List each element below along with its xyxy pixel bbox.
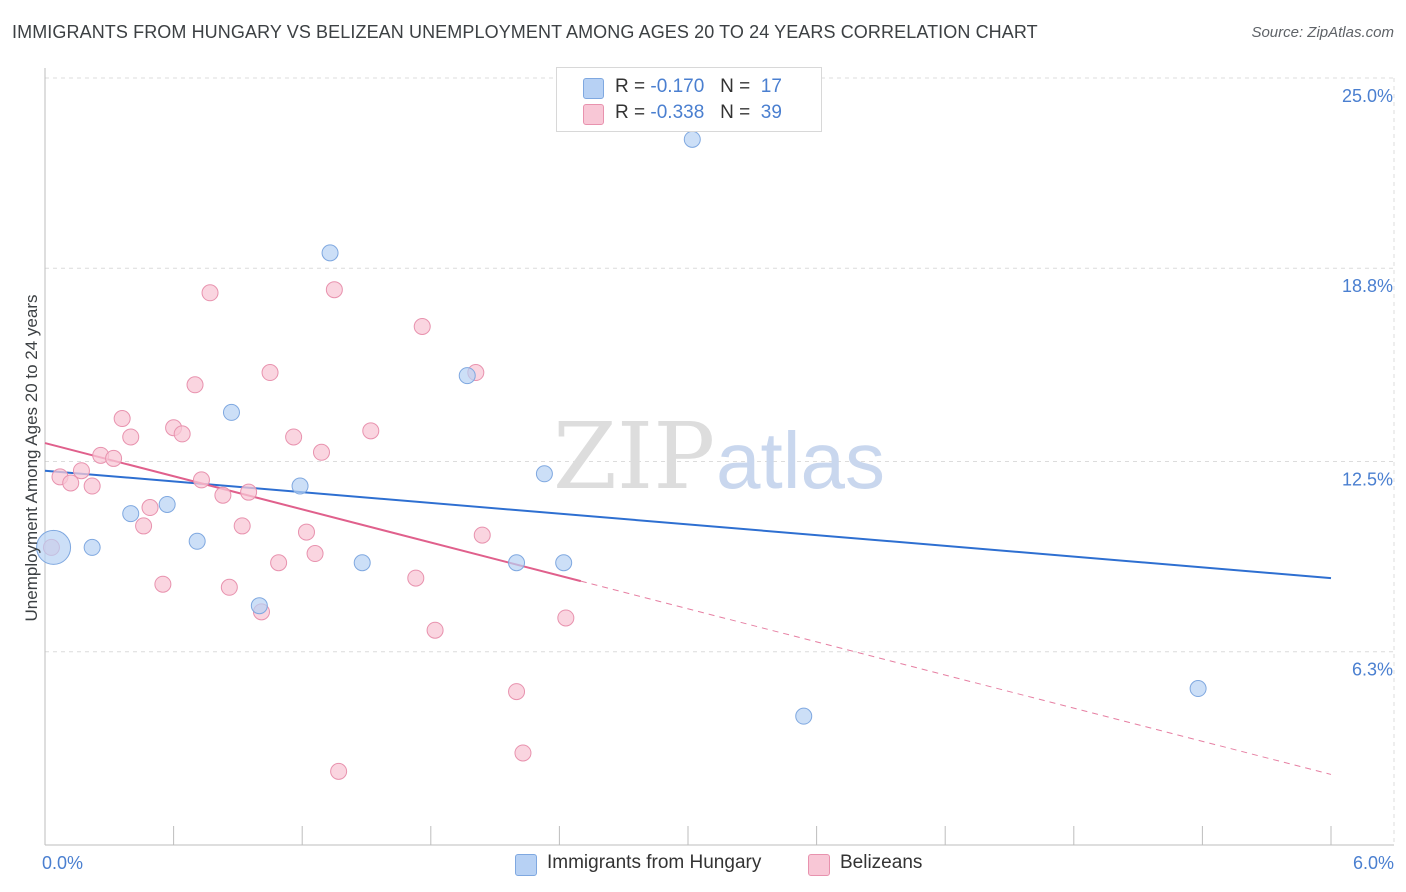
y-tick-label: 6.3% [1352, 660, 1393, 680]
y-tick-labels: 6.3% 12.5% 18.8% 25.0% [1342, 86, 1393, 680]
hungary-point [535, 465, 553, 483]
hungary-point [458, 367, 476, 385]
hungary-point [353, 554, 371, 572]
watermark-zip: ZIP [553, 403, 715, 510]
legend-n-value: 17 [760, 76, 782, 97]
belizeans-points [42, 281, 575, 780]
belizeans-point [330, 762, 348, 780]
belizeans-point [173, 425, 191, 443]
trend-line-hungary [44, 469, 1332, 580]
belizeans-point [557, 609, 575, 627]
belizeans-point [285, 428, 303, 446]
x-tick-label: 0.0% [42, 853, 83, 873]
belizeans-point [261, 364, 279, 382]
hungary-point [321, 244, 339, 262]
bottom-legend-swatch-hungary [515, 854, 537, 876]
legend-r-label: R = [615, 76, 646, 97]
legend-swatch-hungary [583, 78, 604, 99]
belizeans-point [135, 517, 153, 535]
y-tick-label: 18.8% [1342, 276, 1393, 296]
belizeans-point [113, 410, 131, 428]
belizeans-point [214, 486, 232, 504]
belizeans-point [362, 422, 380, 440]
belizeans-point [220, 578, 238, 596]
hungary-point [1189, 680, 1207, 698]
belizeans-point [407, 569, 425, 587]
belizeans-point [473, 526, 491, 544]
hungary-point [250, 597, 268, 615]
y-tick-label: 25.0% [1342, 86, 1393, 106]
source-label: Source: ZipAtlas.com [1251, 24, 1394, 41]
belizeans-point [306, 545, 324, 563]
belizeans-point [426, 621, 444, 639]
trend-lines [44, 442, 1332, 775]
legend-text-belizeans: R = -0.338 N = 39 [615, 102, 782, 124]
bottom-legend-label-belizeans: Belizeans [840, 852, 923, 873]
belizeans-point [141, 499, 159, 517]
x-tick-label: 6.0% [1353, 853, 1394, 873]
belizeans-point [514, 744, 532, 762]
legend-n-label: N = [720, 102, 751, 123]
belizeans-point [192, 471, 210, 489]
axes [44, 68, 1394, 846]
chart-title: IMMIGRANTS FROM HUNGARY VS BELIZEAN UNEM… [12, 22, 1038, 42]
watermark: ZIP atlas [553, 403, 885, 510]
belizeans-point [413, 318, 431, 336]
belizeans-point [508, 683, 526, 701]
belizeans-point [154, 575, 172, 593]
hungary-point [683, 130, 701, 148]
trend-line-belizeans [44, 442, 582, 583]
hungary-point [222, 403, 240, 421]
belizeans-point [312, 443, 330, 461]
belizeans-point [297, 523, 315, 541]
belizeans-point [240, 483, 258, 501]
belizeans-point [325, 281, 343, 299]
belizeans-point [62, 474, 80, 492]
belizeans-point [186, 376, 204, 394]
legend-n-value: 39 [760, 102, 782, 123]
bottom-legend-label-hungary: Immigrants from Hungary [547, 852, 762, 873]
hungary-point [36, 529, 72, 565]
belizeans-point [105, 449, 123, 467]
belizeans-point [233, 517, 251, 535]
belizeans-point [72, 462, 90, 480]
hungary-point [555, 554, 573, 572]
legend-swatch-belizeans [583, 104, 604, 125]
hungary-point [158, 495, 176, 513]
hungary-point [188, 532, 206, 550]
legend-r-value: -0.338 [650, 102, 705, 123]
trend-line-belizeans-extension [580, 580, 1332, 775]
legend-n-label: N = [720, 76, 751, 97]
belizeans-point [201, 284, 219, 302]
y-axis-label: Unemployment Among Ages 20 to 24 years [22, 295, 41, 622]
legend-r-label: R = [615, 102, 646, 123]
y-tick-label: 12.5% [1342, 470, 1393, 490]
x-tick-labels: 0.0% 6.0% [42, 853, 1394, 873]
hungary-point [122, 505, 140, 523]
belizeans-point [122, 428, 140, 446]
legend-r-value: -0.170 [650, 76, 705, 97]
watermark-atlas: atlas [716, 416, 885, 505]
belizeans-point [83, 477, 101, 495]
hungary-points [36, 130, 1207, 725]
hungary-point [83, 538, 101, 556]
hungary-point [795, 707, 813, 725]
legend-text-hungary: R = -0.170 N = 17 [615, 76, 782, 98]
belizeans-point [270, 554, 288, 572]
correlation-legend: R = -0.170 N = 17 R = -0.338 N = 39 [556, 67, 822, 132]
hungary-point [291, 477, 309, 495]
hungary-point [508, 554, 526, 572]
bottom-legend-swatch-belizeans [808, 854, 830, 876]
